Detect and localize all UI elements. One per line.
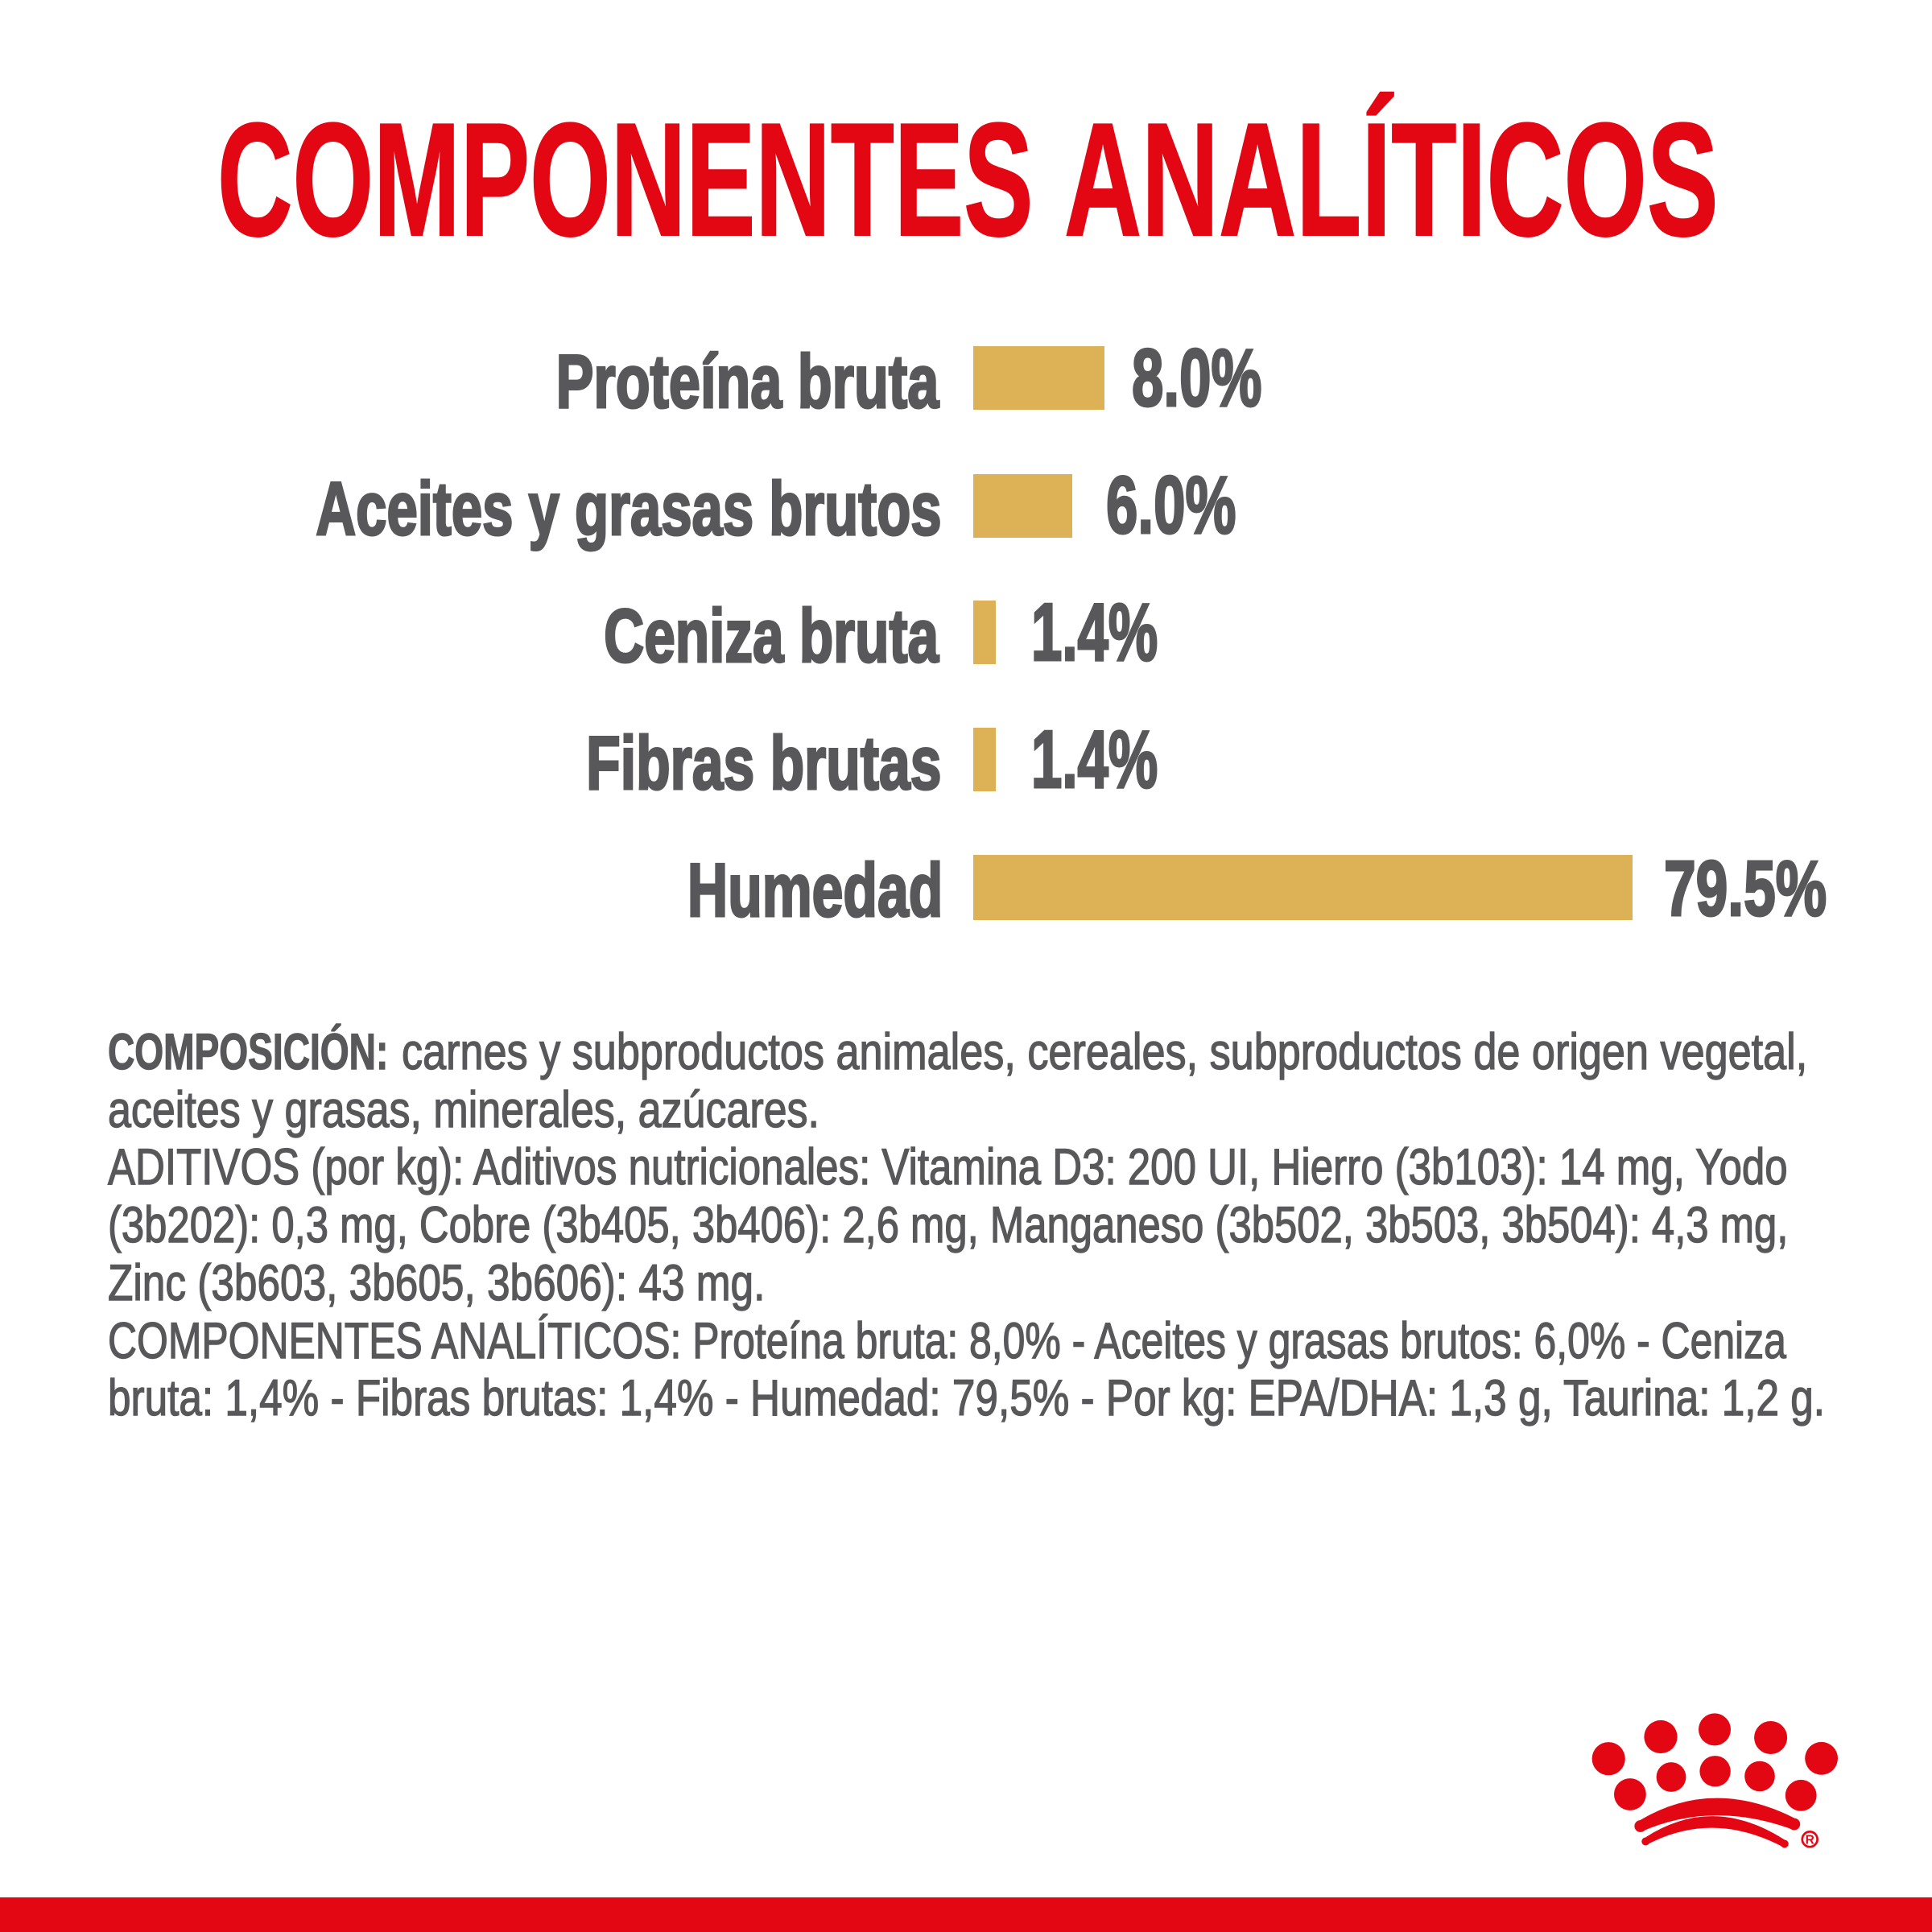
svg-text:R: R <box>1806 1834 1814 1847</box>
